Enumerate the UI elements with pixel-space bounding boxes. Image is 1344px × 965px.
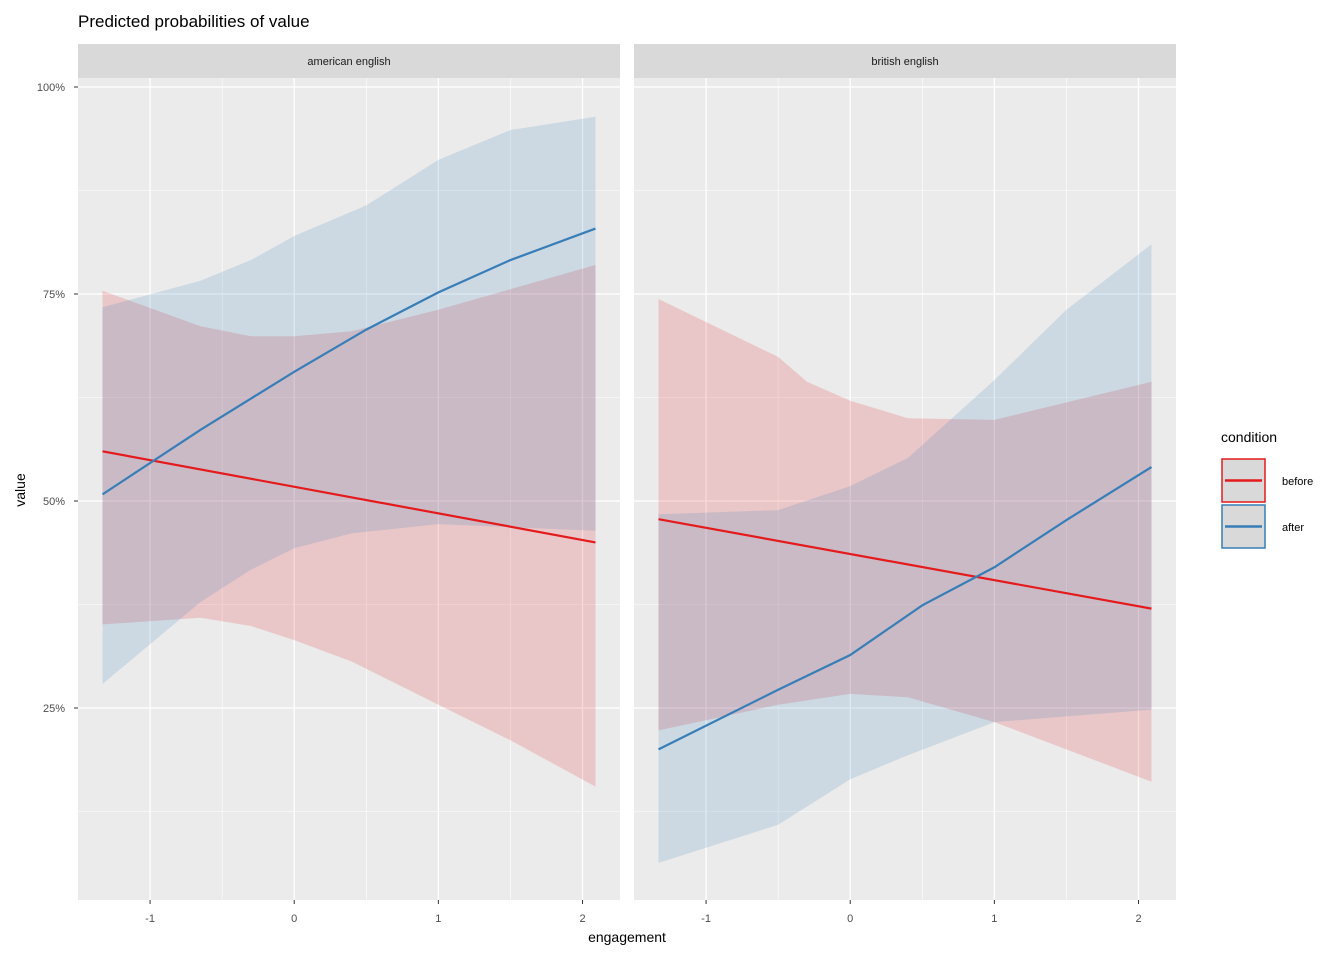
y-tick-label: 25%: [43, 703, 65, 715]
legend-label-before: before: [1282, 476, 1313, 488]
y-axis-label: value: [12, 473, 28, 507]
ribbon-before: [102, 265, 596, 787]
ribbon-after: [658, 244, 1152, 863]
line-before: [102, 450, 596, 544]
x-tick-label: 1: [991, 913, 997, 925]
facet-strip: [78, 44, 620, 78]
legend: condition before after: [1221, 429, 1313, 549]
line-after: [658, 466, 1153, 751]
panel-american-english: american english -1 0 1 2 25% 50% 75% 100%: [37, 44, 620, 925]
line-after: [101, 227, 596, 496]
x-tick-label: 0: [847, 913, 853, 925]
facet-strip-label: british english: [871, 56, 938, 68]
facet-strip-label: american english: [307, 56, 390, 68]
legend-item-after: after: [1221, 504, 1304, 549]
panel-british-english: british english -1 0 1 2: [634, 44, 1176, 925]
panel-background: [634, 78, 1176, 900]
y-tick-label: 100%: [37, 82, 65, 94]
panel-background: [78, 78, 620, 900]
x-tick-label: 2: [1135, 913, 1141, 925]
x-tick-label: 2: [579, 913, 585, 925]
ribbon-after: [102, 116, 596, 684]
legend-title: condition: [1221, 429, 1277, 445]
facet-strip: [634, 44, 1176, 78]
legend-label-after: after: [1282, 522, 1304, 534]
y-tick-label: 75%: [43, 289, 65, 301]
x-tick-label: -1: [145, 913, 155, 925]
ribbon-before: [658, 298, 1152, 782]
legend-item-before: before: [1221, 458, 1313, 503]
chart-title: Predicted probabilities of value: [78, 12, 310, 31]
y-tick-label: 50%: [43, 496, 65, 508]
x-tick-label: 1: [435, 913, 441, 925]
x-axis-label: engagement: [588, 929, 666, 945]
x-tick-label: -1: [701, 913, 711, 925]
x-tick-label: 0: [291, 913, 297, 925]
line-before: [658, 518, 1152, 610]
